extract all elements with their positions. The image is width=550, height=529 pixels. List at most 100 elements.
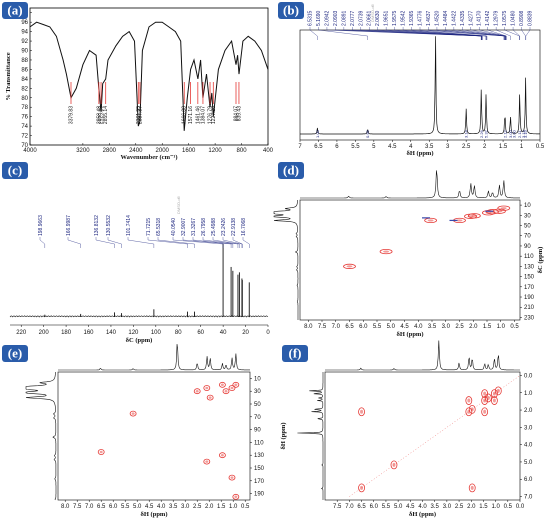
x-axis-label: δH (ppm) [140, 511, 167, 518]
cross-peak-core [131, 412, 135, 415]
peak-leader [521, 27, 526, 40]
x-tick-label: 1.5 [479, 504, 488, 510]
peak-label: 71.7215 [146, 218, 152, 236]
peak-leader [377, 27, 483, 40]
cross-peak-core [195, 389, 199, 393]
peak-leader [318, 27, 368, 40]
peak-label: 1.9651 [384, 10, 390, 26]
y-axis-label: δH (ppm) [280, 422, 287, 449]
cross-peak [497, 205, 511, 211]
x-tick-label: 6.5 [97, 504, 106, 510]
y-tick-label: 10 [254, 376, 261, 382]
x-tick-label: 0.5 [241, 504, 250, 510]
cross-peak [358, 407, 365, 417]
cross-peak [492, 208, 506, 214]
cross-peak [491, 396, 498, 405]
cross-peak [424, 217, 438, 224]
peak-leader [419, 27, 505, 40]
side-projection-line [297, 372, 324, 500]
top-projection-line [58, 344, 250, 371]
y-tick-label: 70 [21, 143, 28, 149]
x-tick-label: 4.5 [388, 144, 397, 150]
y-tick-label: 72 [21, 134, 28, 140]
x-tick-label: 2400 [129, 148, 143, 154]
y-tick-label: 30 [524, 213, 531, 219]
panel-label: (c) [8, 163, 22, 178]
solvent-label: DMSO-d6 [370, 3, 375, 22]
peak-label: 101.7414 [126, 215, 132, 236]
peak-leader [411, 27, 488, 40]
cross-peak [481, 389, 489, 399]
cross-peak [232, 381, 240, 388]
cross-peak-core [230, 386, 234, 390]
x-tick-label: 4.5 [145, 504, 154, 510]
peak-label: 1.4520 [434, 10, 440, 26]
y-tick-label: 230 [524, 315, 535, 321]
peak-label: 1.9365 [409, 10, 415, 26]
cross-peak [222, 388, 230, 395]
peak-leader [512, 27, 520, 40]
x-tick-label: 800 [237, 148, 248, 154]
y-tick-label: 1.0 [524, 391, 533, 397]
peak-label: 1.4277 [468, 10, 474, 26]
peak-label: 5.1690 [316, 10, 322, 26]
x-tick-label: 2000 [156, 148, 170, 154]
x-axis-label: δH (ppm) [409, 511, 436, 518]
x-tick-label: 5.0 [394, 504, 403, 510]
y-tick-label: 76 [21, 115, 28, 121]
diagonal-guide [349, 375, 521, 497]
peak-leader [445, 27, 506, 40]
cross-peak [390, 460, 398, 470]
peak-leader [182, 237, 232, 248]
peak-leader [402, 27, 487, 40]
y-tick-label: 78 [21, 105, 28, 111]
cross-peak [203, 458, 211, 465]
x-tick-label: 160 [84, 330, 95, 336]
integral-label: 3.00 [508, 129, 513, 138]
peak-leader [107, 237, 122, 248]
integral-label: 3.14 [464, 129, 469, 138]
cross-peak [343, 263, 356, 269]
x-tick-label: 5.5 [351, 144, 360, 150]
peak-leader [385, 27, 487, 40]
cross-peak-core [234, 383, 238, 387]
y-tick-label: 90 [254, 428, 261, 434]
cross-peak-core [346, 265, 353, 268]
panel-c-13c-nmr: 220 200 180 160 140 120 100 80 60 40 20 0δC (ppm)19… [2, 162, 270, 344]
y-tick-label: 150 [254, 466, 265, 472]
x-tick-label: 1600 [182, 148, 196, 154]
panel-label: (e) [8, 346, 22, 361]
x-tick-label: 100 [151, 330, 162, 336]
integral-label: 2.12 [502, 129, 507, 138]
x-tick-label: 200 [39, 330, 50, 336]
y-tick-label: 70 [524, 234, 531, 240]
x-tick-label: 6.0 [359, 324, 368, 330]
y-tick-label: 190 [524, 295, 535, 301]
peak-label: 2925.16 [99, 106, 105, 124]
peak-label: 1.4335 [460, 10, 466, 26]
x-tick-label: 4000 [23, 148, 37, 154]
x-tick-label: 5.0 [133, 504, 142, 510]
y-tick-label: 80 [21, 96, 28, 102]
x-axis-label: δH (ppm) [406, 150, 433, 157]
y-tick-label: 50 [524, 224, 531, 230]
cross-peak [203, 385, 211, 391]
peak-label: 1227.28 [211, 106, 217, 124]
peak-leader [326, 27, 482, 40]
cross-peak-core [230, 476, 234, 479]
peak-leader [360, 27, 483, 40]
x-axis-label: δH (ppm) [396, 331, 423, 338]
panel-f-cosy: 7.5 7.0 6.5 6.0 5.5 5.0 4.5 4.0 3.5 3.0 2.5 2.0 1.5 1… [280, 340, 533, 518]
peak-label: 1384.07 [200, 106, 206, 124]
x-tick-label: 3.5 [428, 324, 437, 330]
side-projection-line [273, 200, 299, 320]
peak-leader [309, 27, 318, 40]
cross-peak [481, 396, 489, 405]
cross-peak [465, 396, 473, 405]
peak-leader [343, 27, 482, 40]
x-tick-label: 6.0 [109, 504, 118, 510]
integral-label: 1.00 [315, 129, 320, 138]
x-tick-label: 2.5 [455, 324, 464, 330]
peak-label: 130.5532 [106, 215, 112, 236]
y-tick-label: 110 [524, 254, 534, 260]
